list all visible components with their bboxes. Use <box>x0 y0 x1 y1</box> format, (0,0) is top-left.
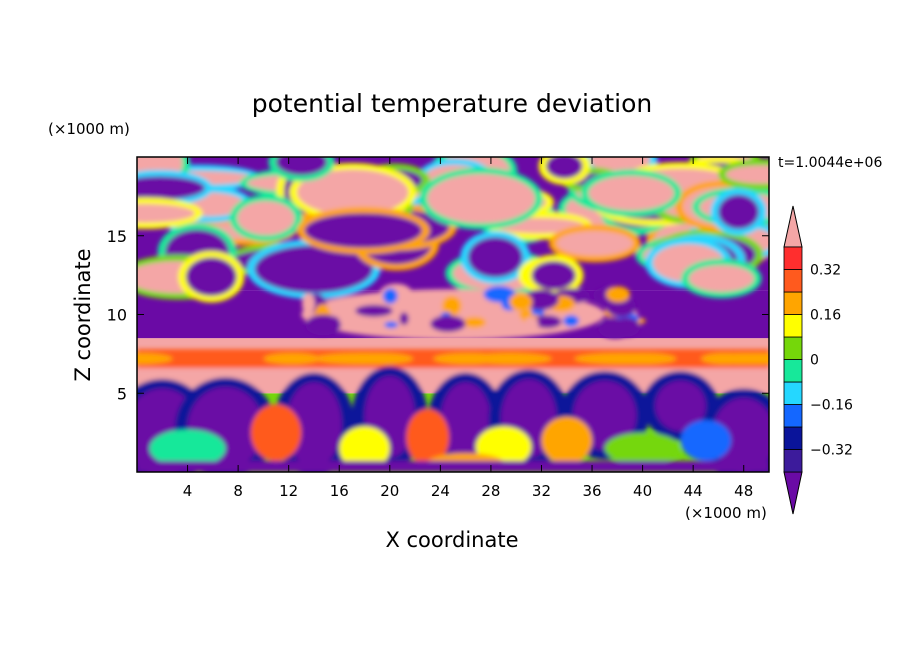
field-blob <box>296 169 409 216</box>
colorbar-tick-label: 0 <box>810 353 819 369</box>
field-blob <box>339 426 390 471</box>
field-blob <box>680 420 732 461</box>
field-blob <box>688 265 755 292</box>
x-tick-label: 16 <box>330 482 349 500</box>
field-blob <box>433 353 503 365</box>
field-blob <box>137 353 173 365</box>
x-tick-label: 44 <box>684 482 703 500</box>
field-blob <box>427 173 536 224</box>
field-blob <box>467 237 523 278</box>
field-blob <box>304 213 423 248</box>
field-blobs <box>137 157 769 472</box>
colorbar-segment <box>783 381 803 405</box>
field-blob <box>149 429 226 468</box>
y-tick-label: 10 <box>107 306 127 325</box>
y-axis-label: Z coordinate <box>71 248 95 381</box>
field-blob <box>302 293 315 315</box>
field-blob <box>588 175 675 211</box>
colorbar-tick-label: 0.16 <box>810 308 841 324</box>
y-tick-label: 5 <box>117 384 127 403</box>
colorbar-segment <box>783 426 803 450</box>
field-blob <box>725 165 769 184</box>
field-blob <box>700 353 749 365</box>
field-blob <box>463 316 486 328</box>
field-blob <box>563 315 579 327</box>
field-blob <box>406 409 450 466</box>
y-unit-label: (×1000 m) <box>48 120 130 138</box>
field-bottom-band <box>137 460 769 472</box>
colorbar-segment <box>783 246 803 270</box>
field-blob <box>509 293 533 311</box>
x-axis: 4 8 12 16 20 24 28 32 36 40 44 48 <box>183 157 753 500</box>
field-blob <box>598 318 633 339</box>
field-blob <box>137 176 205 200</box>
x-tick-label: 36 <box>582 482 601 500</box>
field-blob <box>254 245 373 293</box>
field-blob <box>430 315 466 333</box>
field-blob <box>263 353 321 365</box>
field-blob <box>414 289 429 298</box>
field-blob <box>582 312 601 322</box>
chart-title: potential temperature deviation <box>252 89 652 118</box>
x-tick-label: 32 <box>532 482 551 500</box>
x-tick-label: 20 <box>380 482 399 500</box>
field-blob <box>541 416 593 465</box>
x-tick-label: 12 <box>279 482 298 500</box>
colorbar-segment <box>783 269 803 293</box>
colorbar-extend-low <box>783 471 803 515</box>
field-blob <box>483 353 534 365</box>
field-blob <box>712 397 769 472</box>
field-blob <box>718 194 760 229</box>
field-blob <box>524 316 539 334</box>
colorbar-tick-label: −0.16 <box>810 398 853 414</box>
field-blob <box>382 288 398 304</box>
field-blob <box>405 326 430 335</box>
field-blob <box>606 286 631 303</box>
x-tick-label: 40 <box>633 482 652 500</box>
field-blob <box>531 260 576 290</box>
colorbar-segment <box>783 336 803 360</box>
x-tick-label: 8 <box>233 482 243 500</box>
field-blob <box>355 304 393 317</box>
colorbar-extend-high <box>783 205 803 248</box>
x-tick-label: 24 <box>431 482 450 500</box>
colorbar-segment <box>783 359 803 383</box>
field-blob <box>286 382 342 468</box>
colorbar: −0.32 −0.16 0 0.16 0.32 <box>783 205 853 515</box>
field-blob <box>733 353 769 365</box>
field-blob <box>604 432 681 465</box>
field-blob <box>523 289 559 310</box>
field-blob <box>442 295 462 316</box>
x-tick-label: 28 <box>481 482 500 500</box>
y-tick-label: 15 <box>107 227 127 246</box>
colorbar-segment <box>783 291 803 315</box>
colorbar-tick-label: −0.32 <box>810 443 853 459</box>
field-blob <box>574 353 668 365</box>
field-blob <box>250 404 302 461</box>
field-blob <box>533 315 562 329</box>
time-label: t=1.0044e+06 <box>778 155 882 171</box>
field-blob <box>556 230 634 256</box>
field-blob <box>237 201 295 236</box>
colorbar-segment <box>783 449 803 473</box>
field-blob <box>305 314 341 336</box>
field-blob <box>399 312 409 326</box>
contour-field <box>137 157 769 472</box>
field-blob <box>384 321 398 328</box>
colorbar-tick-label: 0.32 <box>810 263 841 279</box>
field-blob <box>276 157 328 176</box>
field-blob <box>137 203 195 223</box>
colorbar-segment <box>783 404 803 428</box>
x-axis-label: X coordinate <box>385 528 518 552</box>
colorbar-segment <box>783 314 803 338</box>
x-tick-label: 4 <box>183 482 193 500</box>
field-blob <box>344 353 414 365</box>
y-axis: 5 10 15 <box>107 227 769 403</box>
x-unit-label: (×1000 m) <box>685 504 767 522</box>
field-blob <box>655 380 706 432</box>
x-tick-label: 48 <box>734 482 753 500</box>
field-blob <box>185 257 237 297</box>
field-blob <box>546 157 583 179</box>
